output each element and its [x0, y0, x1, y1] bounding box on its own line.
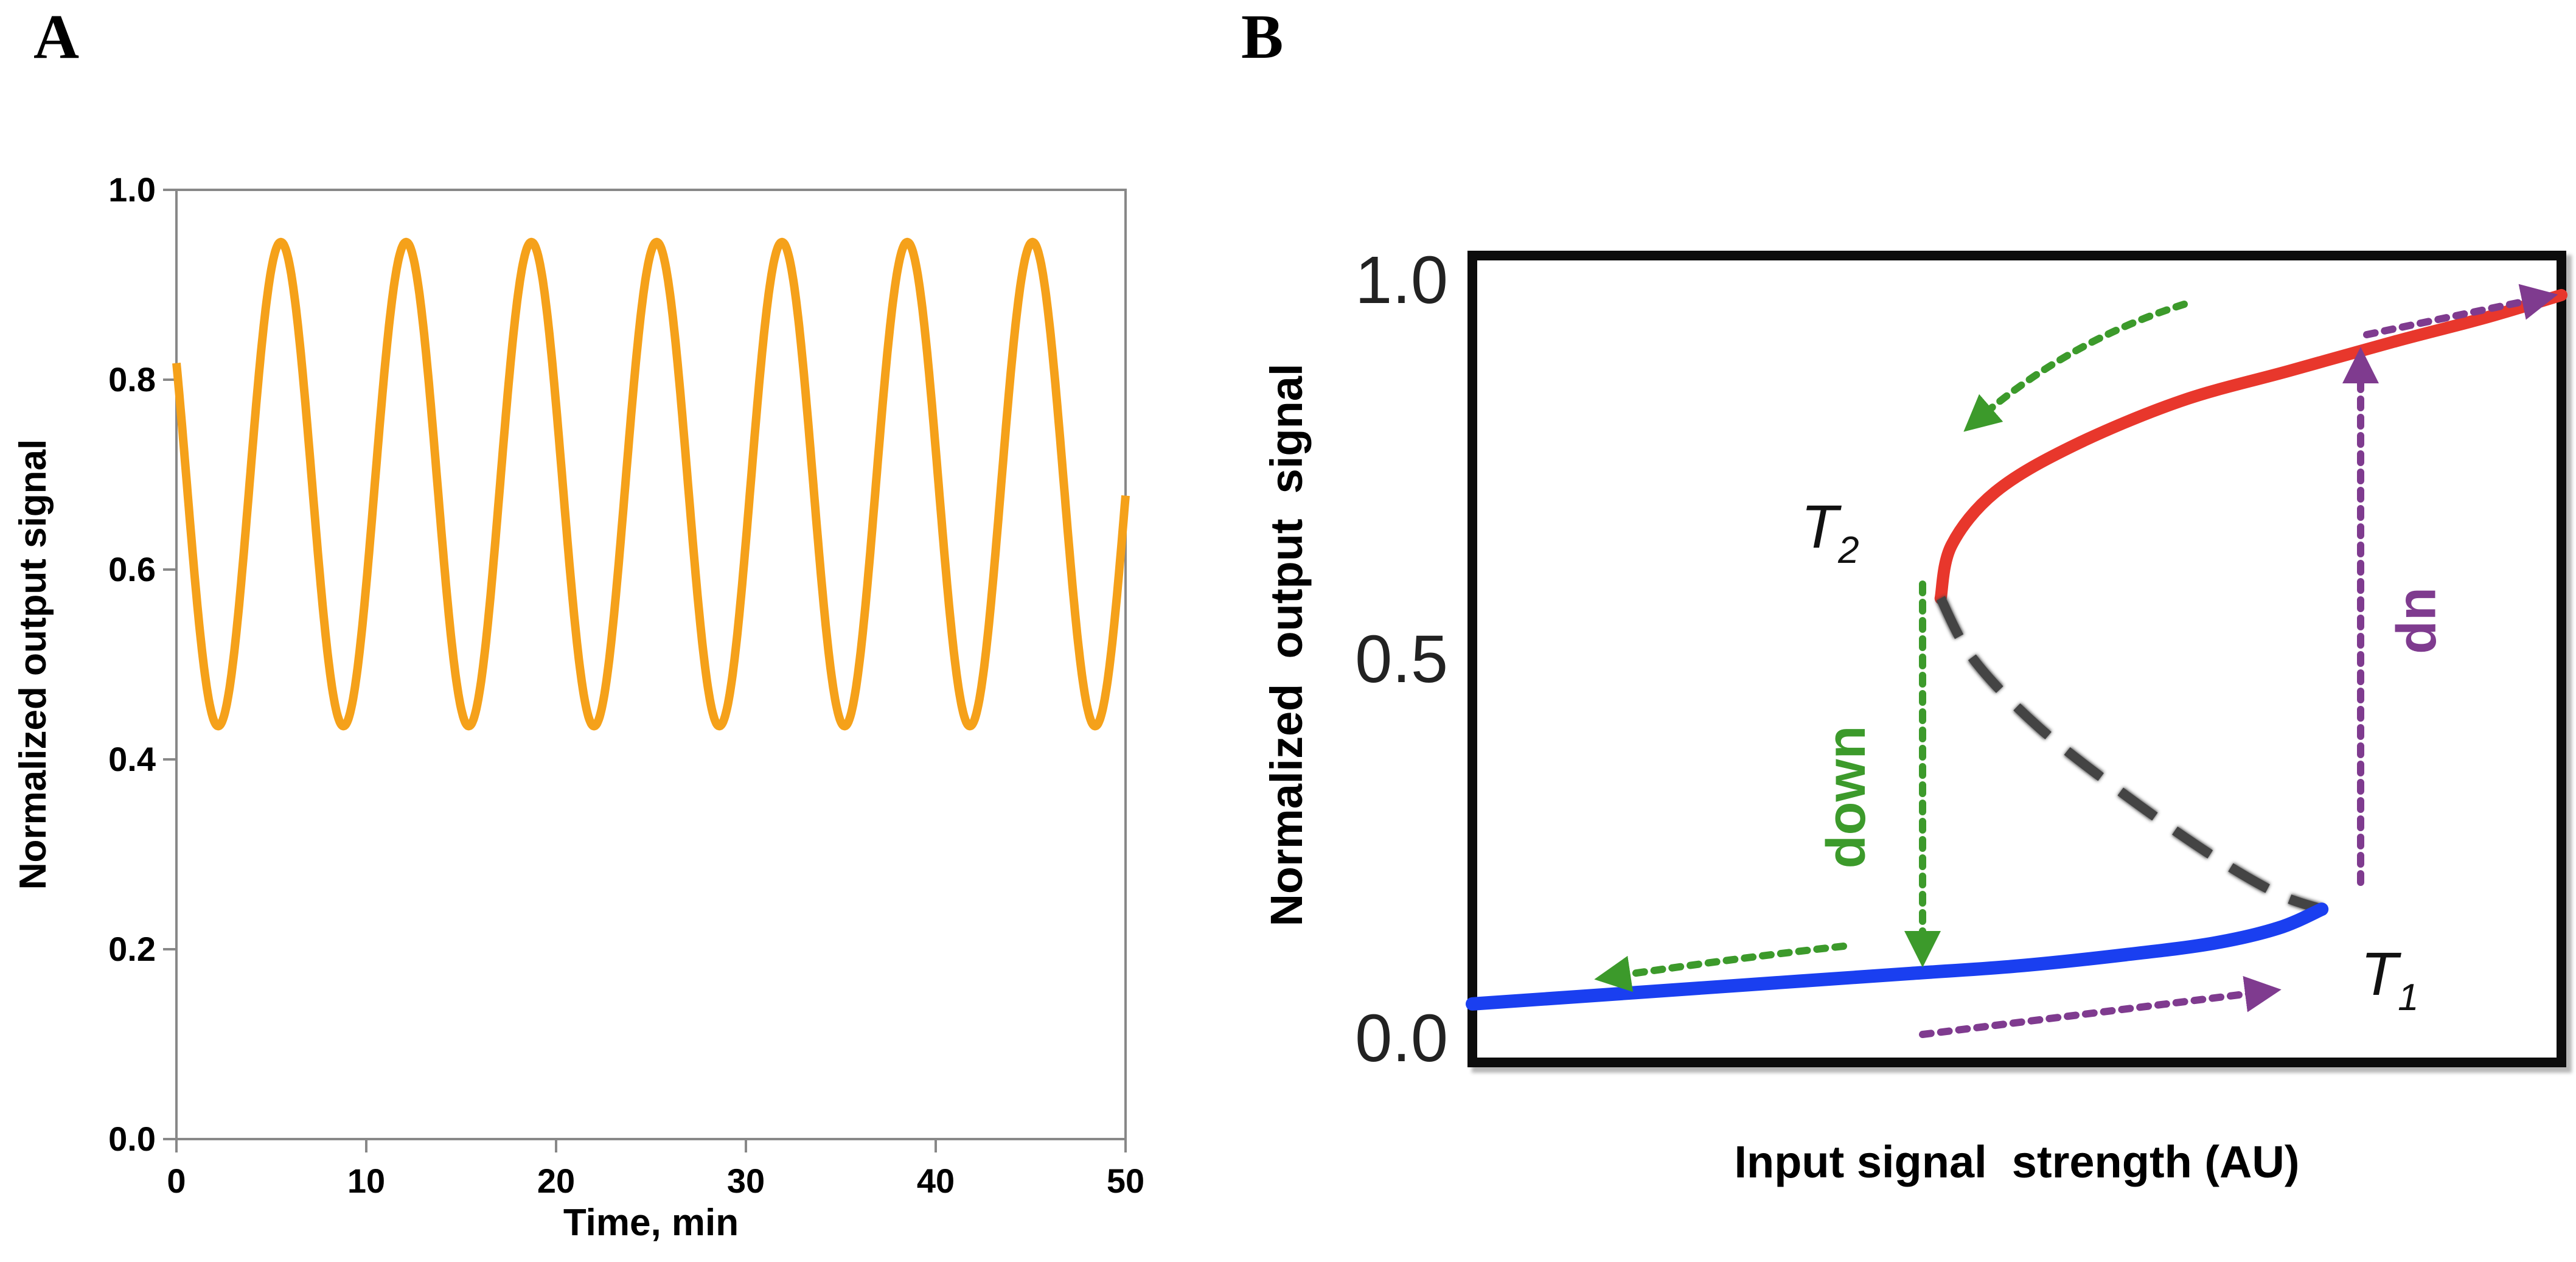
purple-arrows [1919, 284, 2558, 1038]
panel-b-chart: 0.00.51.0 down up T2 T1 Input signal str… [1261, 243, 2572, 1187]
up-label: up [2394, 587, 2455, 654]
lower-branch-line [1466, 902, 2329, 1011]
panel-a-xtick-label: 0 [167, 1162, 186, 1200]
panel-a-xtick-label: 10 [347, 1162, 385, 1200]
panel-a-ytick-label: 0.2 [108, 930, 156, 968]
panel-a-ytick-label: 0.0 [108, 1120, 156, 1158]
t1-subscript: 1 [2398, 977, 2418, 1019]
panel-a-plot-frame [175, 189, 1127, 1140]
t1-label: T1 [2361, 940, 2419, 1019]
panel-a-chart: 0.0 0.2 0.4 0.6 0.8 1.0 0 10 20 30 40 50 Time, min… [12, 170, 1144, 1244]
panel-a-ytick-label: 0.4 [108, 740, 156, 778]
t2-letter: T [1801, 493, 1842, 561]
green-arrow-left [1594, 943, 1847, 992]
panel-a-xtick-label: 40 [917, 1162, 955, 1200]
panel-a-xtick-label: 20 [537, 1162, 575, 1200]
t2-subscript: 2 [1837, 529, 1859, 571]
panel-a-series-line [172, 237, 1130, 731]
panel-a-xtick-label: 50 [1107, 1162, 1144, 1200]
panel-a-xlabel: Time, min [563, 1202, 739, 1244]
panel-b-ytick-label: 0.0 [1355, 1001, 1448, 1076]
panel-b-ytick-label: 1.0 [1355, 243, 1448, 318]
down-label: down [1816, 726, 1877, 869]
panel-a-ylabel: Normalized output signal [12, 439, 54, 890]
green-arrows [1594, 301, 2188, 992]
panel-a-ytick-label: 0.8 [108, 360, 156, 399]
panel-b-plot-frame [1467, 251, 2566, 1067]
upper-branch-line [1934, 288, 2567, 605]
green-arrow-top [1963, 301, 2188, 432]
purple-arrow-top [2363, 284, 2558, 338]
unstable-branch-core [1936, 596, 2324, 914]
panel-b-letter: B [1241, 2, 1283, 72]
purple-arrow-bottom [1919, 975, 2282, 1038]
panel-a-xtick-label: 30 [727, 1162, 765, 1200]
panel-b-xlabel: Input signal strength (AU) [1734, 1137, 2299, 1187]
panel-a-ytick-label: 1.0 [108, 170, 156, 209]
panel-a-letter: A [33, 2, 79, 72]
panel-b-ylabel: Normalized output signal [1261, 363, 1312, 926]
panel-b-ytick-label: 0.5 [1355, 622, 1448, 697]
t2-label: T2 [1801, 493, 1859, 571]
t1-letter: T [2361, 940, 2401, 1008]
panel-a-ytick-label: 0.6 [108, 550, 156, 588]
